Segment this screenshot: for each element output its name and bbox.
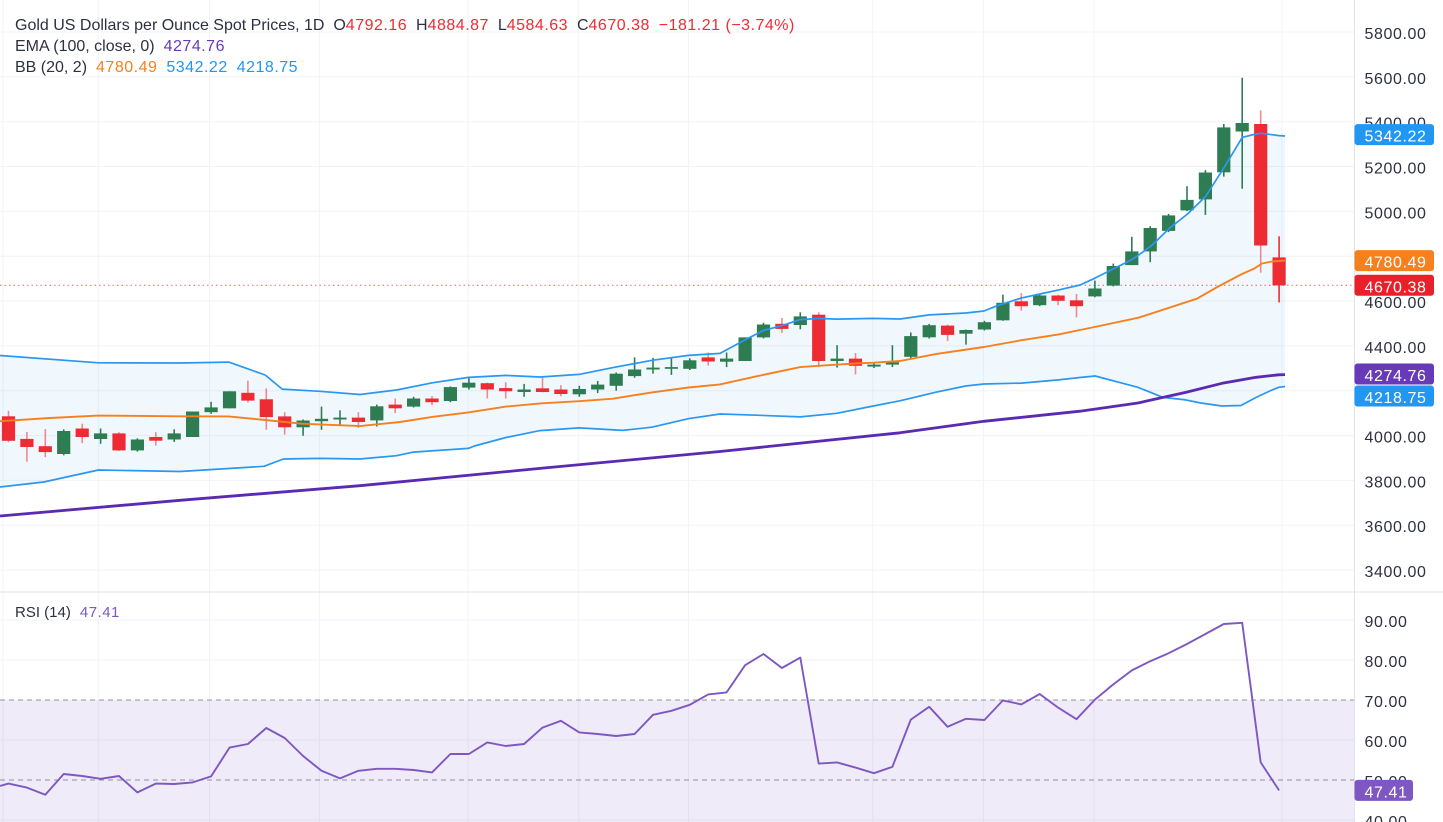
svg-text:70.00: 70.00 [1365,694,1408,711]
svg-text:60.00: 60.00 [1365,734,1408,751]
svg-text:5800.00: 5800.00 [1365,26,1427,43]
svg-text:4000.00: 4000.00 [1365,430,1427,447]
svg-text:5200.00: 5200.00 [1365,161,1427,178]
svg-text:4670.38: 4670.38 [1365,279,1427,296]
svg-text:3400.00: 3400.00 [1365,564,1427,581]
svg-text:4218.75: 4218.75 [1365,390,1427,407]
svg-text:3800.00: 3800.00 [1365,474,1427,491]
svg-text:5000.00: 5000.00 [1365,205,1427,222]
svg-text:4274.76: 4274.76 [1365,368,1427,385]
svg-text:90.00: 90.00 [1365,614,1408,631]
svg-text:40.00: 40.00 [1365,814,1408,822]
svg-text:5600.00: 5600.00 [1365,71,1427,88]
svg-text:47.41: 47.41 [1365,784,1408,801]
svg-text:80.00: 80.00 [1365,654,1408,671]
svg-text:4600.00: 4600.00 [1365,295,1427,312]
svg-text:3600.00: 3600.00 [1365,519,1427,536]
svg-text:5342.22: 5342.22 [1365,129,1427,146]
svg-text:4400.00: 4400.00 [1365,340,1427,357]
svg-text:4780.49: 4780.49 [1365,255,1427,272]
